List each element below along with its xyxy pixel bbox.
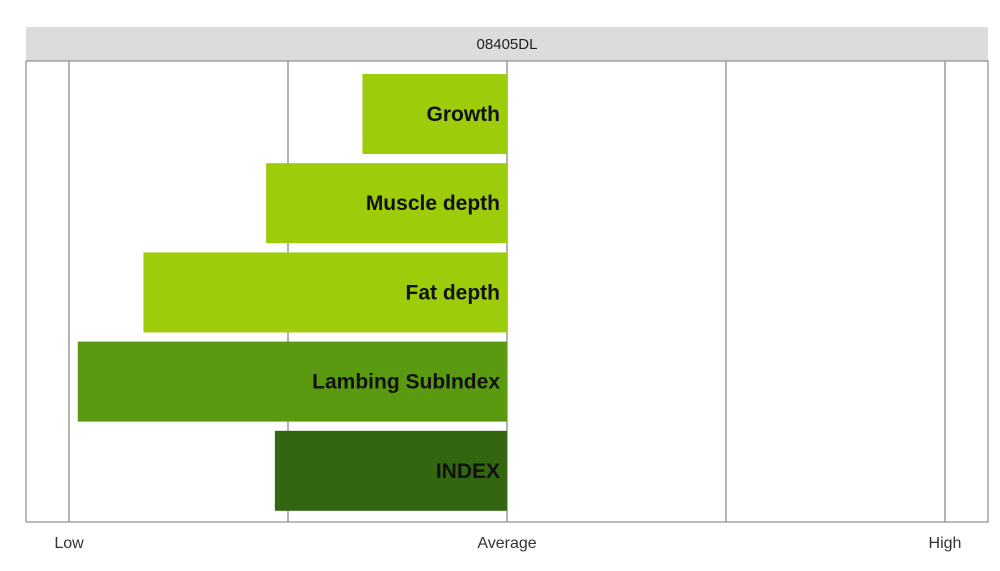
bar-label-muscle-depth: Muscle depth — [366, 192, 500, 215]
x-tick-label: High — [929, 535, 962, 552]
bar-label-lambing-subindex: Lambing SubIndex — [312, 371, 500, 394]
x-tick-label: Low — [54, 535, 84, 552]
x-axis-ticks: Low Average High — [54, 535, 961, 552]
bar-muscle-depth — [266, 163, 507, 244]
bar-label-index: INDEX — [436, 460, 500, 483]
bar-growth — [362, 74, 507, 154]
bar-label-fat-depth: Fat depth — [406, 281, 501, 304]
bar-fat-depth — [143, 252, 507, 333]
chart-title-strip — [26, 27, 988, 61]
bar-index — [274, 430, 507, 511]
bar-label-growth: Growth — [427, 103, 501, 126]
bar-labels: Growth Muscle depth Fat depth Lambing SubIn… — [312, 103, 500, 483]
chart-title: 08405DL — [477, 36, 538, 53]
bars — [77, 74, 507, 511]
x-tick-label: Average — [477, 535, 536, 552]
bar-lambing-subindex — [77, 341, 507, 422]
